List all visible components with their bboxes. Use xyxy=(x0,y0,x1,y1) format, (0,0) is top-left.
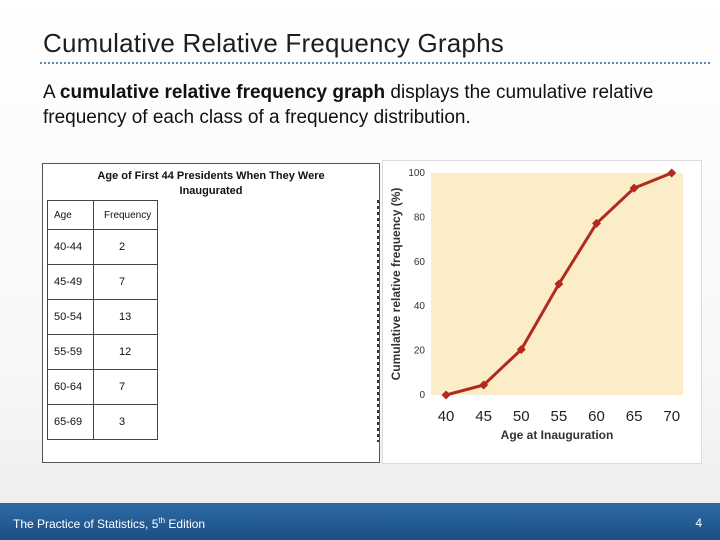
table-row: 40-44 2 xyxy=(47,229,159,265)
cell-frequency: 12 xyxy=(92,334,159,370)
y-tick-label: 40 xyxy=(414,301,426,312)
cell-age: 40-44 xyxy=(47,229,94,265)
cell-age: 50-54 xyxy=(47,299,94,335)
cell-frequency: 13 xyxy=(92,299,159,335)
table-row: 60-64 7 xyxy=(47,369,159,405)
y-tick-label: 100 xyxy=(408,168,425,179)
cell-age: 55-59 xyxy=(47,334,94,370)
y-axis-label: Cumulative relative frequency (%) xyxy=(389,188,403,381)
header-age: Age xyxy=(47,200,94,230)
x-tick-label: 40 xyxy=(438,408,455,425)
body-bold-term: cumulative relative frequency graph xyxy=(59,82,386,103)
cell-frequency: 7 xyxy=(92,369,159,405)
cell-frequency: 3 xyxy=(92,404,159,440)
table-header-row: Age Frequency xyxy=(47,200,159,230)
table-row: 45-49 7 xyxy=(47,264,159,300)
x-axis-ticks: 40 45 50 55 60 65 70 xyxy=(438,408,680,425)
table-title-line2: Inaugurated xyxy=(179,185,243,197)
cell-age: 60-64 xyxy=(47,369,94,405)
title-divider xyxy=(40,62,710,64)
series-points xyxy=(441,168,677,400)
data-point xyxy=(479,380,489,390)
footer-book-title: The Practice of Statistics, 5th Edition xyxy=(13,516,205,531)
book-title-suffix: Edition xyxy=(165,517,206,531)
cell-frequency: 2 xyxy=(92,229,159,265)
ogive-chart-svg: 0 20 40 60 80 100 40 45 50 55 60 65 70 Cumulative r… xyxy=(389,168,683,442)
book-title-prefix: The Practice of Statistics, 5 xyxy=(13,517,159,531)
body-lead: A xyxy=(43,82,60,103)
ogive-chart: 0 20 40 60 80 100 40 45 50 55 60 65 70 Cumulative r… xyxy=(382,160,702,464)
table-title-line1: Age of First 44 Presidents When They Wer… xyxy=(97,170,325,182)
x-tick-label: 45 xyxy=(475,408,492,425)
table-row: 65-69 3 xyxy=(47,404,159,440)
body-rest: displays the cumulative relative frequen… xyxy=(43,82,654,128)
x-axis-label: Age at Inauguration xyxy=(501,428,614,442)
y-tick-label: 80 xyxy=(414,212,426,223)
y-tick-label: 20 xyxy=(414,346,426,357)
x-tick-label: 50 xyxy=(513,408,530,425)
table-title: Age of First 44 Presidents When They Wer… xyxy=(43,169,379,199)
x-tick-label: 65 xyxy=(626,408,643,425)
book-title-sup: th xyxy=(158,516,166,525)
frequency-table-panel: Age of First 44 Presidents When They Wer… xyxy=(42,163,380,463)
data-point xyxy=(591,218,601,228)
data-point xyxy=(516,344,526,354)
page-number: 4 xyxy=(695,516,702,530)
header-frequency: Frequency xyxy=(92,200,159,230)
x-tick-label: 55 xyxy=(551,408,568,425)
slide-title: Cumulative Relative Frequency Graphs xyxy=(43,28,504,58)
data-point xyxy=(629,183,639,193)
table-row: 50-54 13 xyxy=(47,299,159,335)
slide-body-text: A cumulative relative frequency graph di… xyxy=(43,80,683,130)
cell-frequency: 7 xyxy=(92,264,159,300)
y-axis-ticks: 0 20 40 60 80 100 xyxy=(408,168,425,401)
x-tick-label: 70 xyxy=(663,408,680,425)
data-point xyxy=(441,390,451,400)
y-tick-label: 0 xyxy=(419,390,425,401)
data-point xyxy=(667,168,677,178)
cell-age: 65-69 xyxy=(47,404,94,440)
cell-age: 45-49 xyxy=(47,264,94,300)
y-tick-label: 60 xyxy=(414,257,426,268)
data-point xyxy=(554,279,564,289)
x-tick-label: 60 xyxy=(588,408,605,425)
table-row: 55-59 12 xyxy=(47,334,159,370)
frequency-table: Age Frequency 40-44 2 45-49 7 50-54 13 5… xyxy=(47,200,159,440)
footer-bar: The Practice of Statistics, 5th Edition … xyxy=(0,503,720,540)
